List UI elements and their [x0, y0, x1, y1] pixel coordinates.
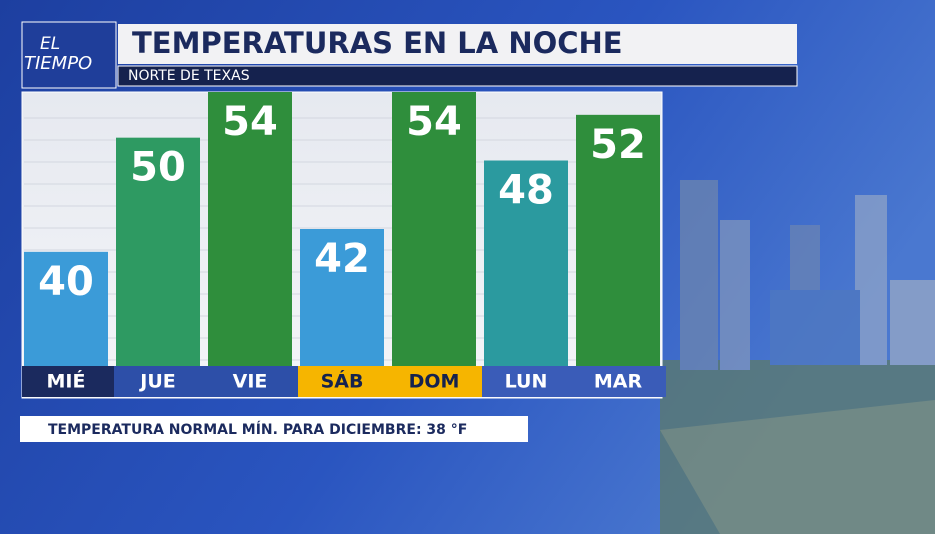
bar — [576, 114, 660, 366]
category-cell — [574, 366, 666, 397]
logo-text: TIEMPO — [24, 53, 92, 74]
category-cell — [298, 366, 390, 397]
x-tick-label: DOM — [409, 371, 460, 393]
bar — [392, 92, 476, 366]
logo-text: EL — [40, 34, 60, 54]
annotation: TEMPERATURA NORMAL MÍN. PARA DICIEMBRE: … — [48, 421, 467, 438]
annotation-box — [20, 416, 528, 442]
value-label: 54 — [222, 99, 278, 145]
title-bar — [118, 24, 797, 64]
x-tick-label: VIE — [233, 371, 268, 393]
category-cell — [22, 366, 114, 397]
bar — [484, 160, 568, 366]
subtitle-bar — [117, 65, 798, 87]
chart-subtitle: NORTE DE TEXAS — [128, 68, 250, 84]
value-label: 54 — [406, 99, 462, 145]
bar — [208, 92, 292, 366]
bar — [300, 229, 384, 366]
logo-box — [21, 21, 117, 89]
value-label: 50 — [130, 145, 186, 191]
x-tick-label: JUE — [138, 371, 175, 393]
value-label: 48 — [498, 168, 554, 214]
chart-title: TEMPERATURAS EN LA NOCHE — [132, 26, 623, 60]
x-tick-label: SÁB — [321, 370, 364, 393]
skyline — [660, 180, 935, 534]
category-cell — [114, 366, 206, 397]
value-label: 52 — [590, 122, 646, 168]
bar — [24, 251, 108, 366]
x-tick-label: MAR — [594, 371, 643, 393]
category-cell — [482, 366, 574, 397]
value-label: 40 — [38, 259, 94, 305]
category-cell — [206, 366, 298, 397]
x-tick-label: LUN — [505, 371, 548, 393]
bar — [116, 137, 200, 366]
category-cell — [390, 366, 482, 397]
value-label: 42 — [314, 236, 370, 282]
x-tick-label: MIÉ — [47, 370, 86, 393]
